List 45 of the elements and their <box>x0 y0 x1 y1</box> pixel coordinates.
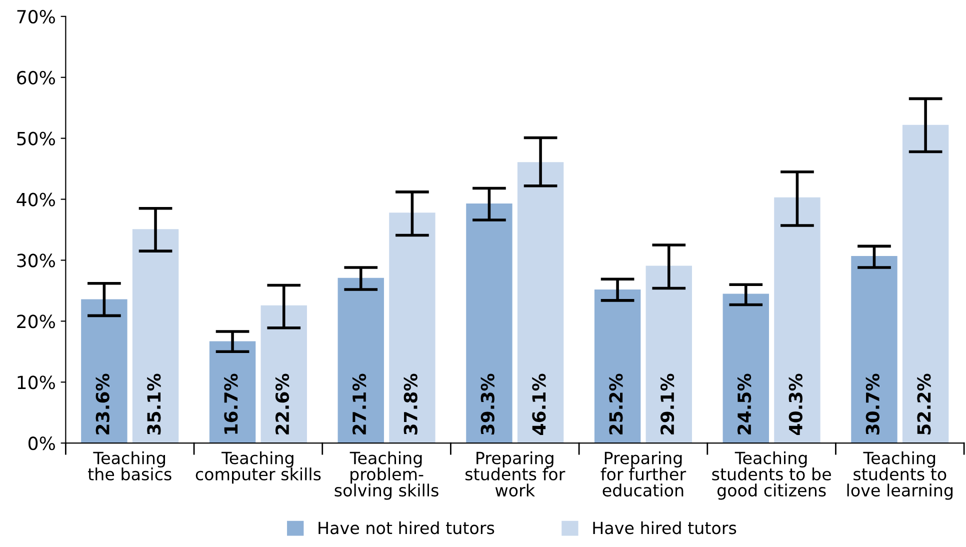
bar <box>774 197 820 444</box>
data-label: 30.7% <box>866 374 880 435</box>
bar <box>260 305 307 444</box>
x-tick-label: Teaching students to love learning <box>847 451 952 500</box>
x-tick-label: Teaching problem- solving skills <box>334 451 438 500</box>
data-label: 40.3% <box>788 374 802 435</box>
legend-label: Have hired tutors <box>593 521 736 534</box>
data-label: 25.2% <box>609 374 623 434</box>
data-label: 27.1% <box>352 374 366 434</box>
bar <box>338 278 384 444</box>
bar <box>81 299 128 444</box>
data-label: 52.2% <box>917 374 931 434</box>
data-label: 16.7% <box>224 374 238 434</box>
x-tick-label: Teaching computer skills <box>196 451 321 484</box>
y-tick-label: 40% <box>16 192 55 206</box>
x-tick-label: Preparing students for work <box>465 451 566 497</box>
data-label: 46.1% <box>532 374 546 435</box>
data-label: 39.3% <box>480 374 494 435</box>
x-tick-label: Teaching students to be good citizens <box>712 451 831 500</box>
data-label: 24.5% <box>737 374 752 434</box>
x-tick-label: Preparing for further education <box>600 451 686 497</box>
data-label: 37.8% <box>404 374 418 435</box>
data-label: 29.1% <box>660 374 674 434</box>
data-label: 22.6% <box>275 374 290 434</box>
y-tick-label: 50% <box>17 132 55 146</box>
bar <box>722 294 769 444</box>
y-tick-label: 20% <box>17 314 55 328</box>
y-tick-label: 60% <box>17 70 55 84</box>
bar <box>517 162 564 444</box>
bar <box>646 266 692 444</box>
bar <box>902 124 949 444</box>
bar <box>594 289 641 444</box>
bar <box>466 204 512 444</box>
bar <box>209 341 256 444</box>
x-tick-label: Teaching the basics <box>88 451 172 480</box>
data-label: 23.6% <box>96 374 110 434</box>
bar <box>851 256 898 444</box>
y-tick-label: 30% <box>17 254 55 268</box>
legend-label: Have not hired tutors <box>318 521 494 534</box>
bar <box>389 212 436 444</box>
y-tick-label: 0% <box>28 436 55 450</box>
bar <box>132 229 179 444</box>
y-tick-label: 70% <box>17 10 55 24</box>
y-tick-label: 10% <box>18 376 55 390</box>
data-label: 35.1% <box>147 374 161 435</box>
